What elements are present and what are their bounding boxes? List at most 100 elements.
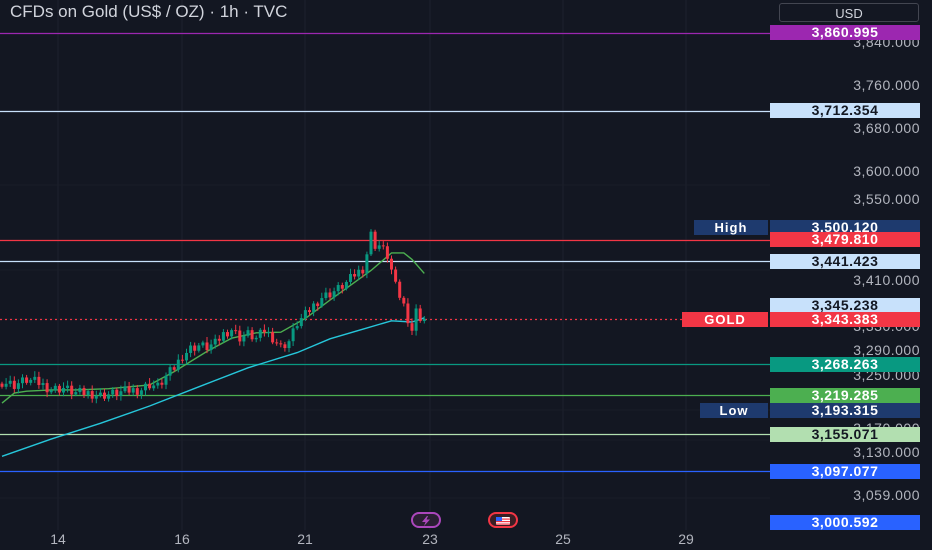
candle-body bbox=[238, 330, 242, 342]
x-tick: 25 bbox=[555, 531, 571, 547]
price-tag-red-level: 3,479.810 bbox=[770, 232, 920, 247]
candle-body bbox=[283, 344, 287, 349]
candle-body bbox=[74, 392, 78, 395]
candle-body bbox=[189, 345, 193, 353]
candle-body bbox=[25, 377, 29, 383]
candle-body bbox=[369, 231, 373, 255]
candle-body bbox=[299, 318, 303, 327]
candle-body bbox=[156, 382, 160, 386]
x-tick: 16 bbox=[174, 531, 190, 547]
candle-body bbox=[422, 319, 426, 322]
candle-body bbox=[279, 343, 283, 345]
y-tick: 3,550.000 bbox=[853, 191, 920, 207]
candle-body bbox=[275, 342, 279, 344]
candle-body bbox=[98, 392, 102, 396]
candle-body bbox=[406, 303, 410, 324]
candle-body bbox=[115, 389, 119, 397]
price-tag-blue-level: 3,097.077 bbox=[770, 464, 920, 479]
candle-body bbox=[349, 274, 352, 282]
y-tick: 3,680.000 bbox=[853, 120, 920, 136]
candle-body bbox=[303, 310, 307, 319]
candle-body bbox=[242, 335, 246, 342]
candle-body bbox=[258, 329, 262, 338]
candle-body bbox=[193, 345, 197, 351]
candle-body bbox=[21, 377, 24, 384]
candle-body bbox=[139, 390, 143, 395]
candle-body bbox=[33, 376, 37, 380]
price-tag-purple-level: 3,860.995 bbox=[770, 25, 920, 40]
candle-body bbox=[353, 274, 357, 277]
candle-body bbox=[66, 385, 70, 389]
candle-body bbox=[357, 269, 361, 277]
candle-body bbox=[127, 386, 131, 393]
candle-body bbox=[4, 383, 8, 387]
price-tag-blue-bottom: 3,000.592 bbox=[770, 515, 920, 530]
candle-body bbox=[37, 376, 41, 386]
candle-body bbox=[316, 303, 320, 306]
candle-body bbox=[62, 388, 65, 393]
price-tag-high: 3,500.120 bbox=[770, 220, 920, 235]
x-tick: 23 bbox=[422, 531, 438, 547]
symbol-label: GOLD bbox=[682, 312, 768, 327]
candle-body bbox=[373, 231, 377, 249]
y-tick: 3,600.000 bbox=[853, 163, 920, 179]
candle-body bbox=[164, 375, 168, 385]
low-label: Low bbox=[700, 403, 768, 418]
y-tick: 3,059.000 bbox=[853, 487, 920, 503]
ma-slow-line bbox=[1, 317, 425, 457]
candle-body bbox=[209, 344, 213, 351]
candle-body bbox=[336, 285, 340, 292]
currency-button[interactable]: USD bbox=[779, 3, 919, 22]
candle-body bbox=[287, 341, 291, 349]
candle-body bbox=[49, 390, 53, 393]
candle-body bbox=[377, 245, 381, 249]
candle-body bbox=[144, 383, 147, 391]
candle-body bbox=[45, 383, 49, 393]
candle-body bbox=[78, 388, 82, 393]
candle-body bbox=[90, 391, 94, 399]
candle-body bbox=[312, 303, 316, 313]
candle-body bbox=[201, 342, 205, 346]
candle-body bbox=[135, 388, 139, 395]
lightning-icon[interactable] bbox=[411, 512, 441, 528]
candle-body bbox=[29, 379, 33, 383]
candle-body bbox=[230, 330, 234, 337]
candle-body bbox=[246, 330, 250, 336]
candle-body bbox=[328, 292, 332, 298]
price-tag-level: 3,441.423 bbox=[770, 254, 920, 269]
x-tick: 29 bbox=[678, 531, 694, 547]
high-label: High bbox=[694, 220, 768, 235]
candle-body bbox=[180, 359, 184, 361]
candle-body bbox=[418, 308, 422, 322]
candle-body bbox=[57, 385, 61, 393]
candle-body bbox=[86, 391, 90, 396]
price-tag-teal-level: 3,268.263 bbox=[770, 357, 920, 372]
candle-body bbox=[119, 391, 123, 397]
candle-body bbox=[398, 281, 402, 298]
candle-body bbox=[0, 383, 4, 387]
candle-body bbox=[8, 380, 12, 384]
price-tag-low: 3,193.315 bbox=[770, 403, 920, 418]
candle-body bbox=[16, 383, 20, 389]
candle-body bbox=[111, 389, 115, 395]
candle-body bbox=[234, 330, 238, 332]
candle-body bbox=[131, 388, 135, 393]
candle-body bbox=[308, 310, 311, 313]
candle-body bbox=[172, 367, 176, 370]
y-tick: 3,410.000 bbox=[853, 272, 920, 288]
candle-body bbox=[123, 386, 127, 392]
candle-body bbox=[148, 383, 152, 389]
candle-body bbox=[197, 345, 201, 351]
candle-body bbox=[217, 338, 221, 341]
candle-body bbox=[320, 298, 324, 306]
candle-body bbox=[365, 254, 369, 274]
candle-body bbox=[41, 383, 45, 386]
candle-body bbox=[262, 329, 266, 333]
candle-body bbox=[324, 292, 328, 299]
candle-body bbox=[53, 385, 57, 391]
candle-body bbox=[361, 269, 365, 274]
candle-body bbox=[70, 385, 74, 395]
candle-body bbox=[410, 323, 414, 331]
us-flag-icon[interactable] bbox=[488, 512, 518, 528]
